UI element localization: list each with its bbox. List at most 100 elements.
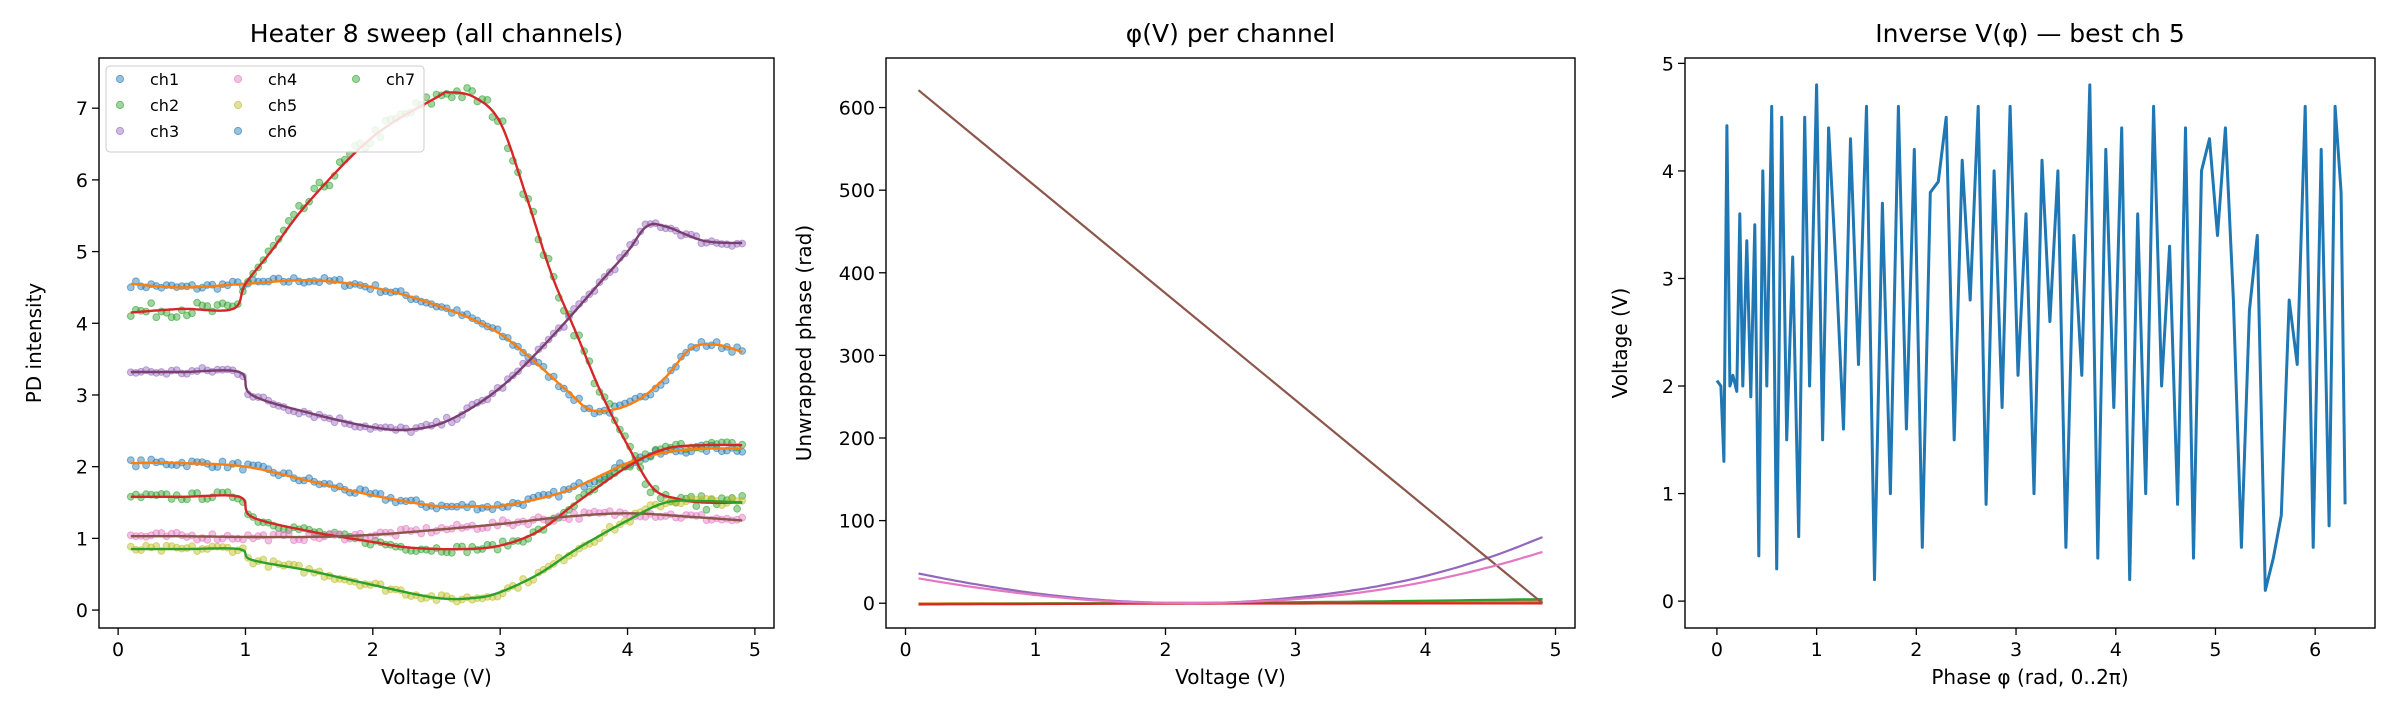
y-tick-label: 2 bbox=[1662, 376, 1674, 398]
legend-label: ch1 bbox=[150, 70, 179, 89]
y-tick-label: 2 bbox=[76, 457, 88, 479]
legend-marker bbox=[233, 126, 243, 136]
legend-label: ch6 bbox=[268, 122, 297, 141]
legend-label: ch5 bbox=[268, 96, 297, 115]
x-tick-label: 2 bbox=[367, 639, 379, 661]
y-tick-label: 400 bbox=[839, 263, 875, 285]
y-axis-label: Unwrapped phase (rad) bbox=[792, 225, 816, 461]
y-tick-label: 5 bbox=[76, 242, 88, 264]
scatter-point bbox=[458, 93, 466, 102]
fit-curve bbox=[130, 443, 743, 551]
fit-curve bbox=[130, 222, 743, 432]
fit-curve bbox=[130, 499, 743, 601]
x-tick-label: 3 bbox=[494, 639, 506, 661]
x-tick-label: 4 bbox=[621, 639, 633, 661]
legend-label: ch3 bbox=[150, 122, 179, 141]
y-tick-label: 600 bbox=[839, 98, 875, 120]
legend-marker bbox=[115, 100, 125, 110]
y-tick-label: 3 bbox=[1662, 268, 1674, 290]
y-tick-label: 0 bbox=[76, 600, 88, 622]
legend: ch1 ch2 ch3 ch4 ch5 ch6 ch7 bbox=[105, 65, 425, 153]
y-tick-label: 0 bbox=[1662, 591, 1674, 613]
x-tick-label: 5 bbox=[749, 639, 761, 661]
y-axis-label: PD intensity bbox=[22, 283, 46, 404]
y-tick-label: 4 bbox=[76, 313, 88, 335]
legend-marker bbox=[115, 126, 125, 136]
scatter-point bbox=[126, 312, 135, 321]
panel-heater-sweep: 0 1 2 3 4 5 0 1 2 3 4 5 6 7 Heater 8 sweep (all chann… bbox=[22, 19, 775, 689]
chart-title: Inverse V(φ) — best ch 5 bbox=[1875, 19, 2185, 48]
y-tick-label: 6 bbox=[76, 170, 88, 192]
x-tick-label: 4 bbox=[1419, 639, 1431, 661]
scatter-point bbox=[172, 313, 181, 321]
y-tick-label: 7 bbox=[76, 98, 88, 120]
x-tick-label: 3 bbox=[2010, 639, 2022, 661]
x-tick-label: 0 bbox=[1711, 639, 1723, 661]
axes-frame bbox=[98, 57, 775, 629]
scatter-point bbox=[483, 96, 492, 104]
scatter-point bbox=[325, 181, 334, 190]
legend-marker bbox=[351, 74, 361, 84]
x-axis-label: Voltage (V) bbox=[1175, 665, 1286, 689]
panel-phase-per-channel: 0 1 2 3 4 5 0 100 200 300 400 500 600 φ(V) per chann… bbox=[792, 19, 1576, 689]
y-axis-label: Voltage (V) bbox=[1608, 288, 1632, 399]
scatter-point bbox=[152, 313, 161, 322]
scatter-point bbox=[447, 93, 456, 102]
legend-box bbox=[105, 65, 425, 153]
scatter-point bbox=[447, 548, 456, 557]
scatter-point bbox=[468, 87, 477, 95]
x-tick-label: 6 bbox=[2309, 639, 2321, 661]
legend-marker bbox=[233, 100, 243, 110]
x-tick-label: 0 bbox=[112, 639, 124, 661]
legend-label: ch4 bbox=[268, 70, 297, 89]
scatter-point bbox=[147, 299, 156, 308]
axis-ticks: 0 1 2 3 4 5 6 0 1 2 3 4 5 bbox=[1662, 53, 2321, 661]
scatter-point bbox=[315, 178, 324, 187]
x-axis-label: Voltage (V) bbox=[381, 665, 492, 689]
scatter-point bbox=[203, 302, 212, 310]
y-tick-label: 1 bbox=[76, 528, 88, 550]
axes-frame bbox=[1684, 57, 2376, 629]
y-tick-label: 200 bbox=[839, 428, 875, 450]
y-tick-label: 5 bbox=[1662, 53, 1674, 75]
y-tick-label: 100 bbox=[839, 511, 875, 533]
fit-curve bbox=[130, 512, 743, 539]
y-tick-label: 1 bbox=[1662, 484, 1674, 506]
y-tick-label: 0 bbox=[863, 593, 875, 615]
x-tick-label: 3 bbox=[1289, 639, 1301, 661]
legend-label: ch7 bbox=[386, 70, 415, 89]
y-tick-label: 300 bbox=[839, 345, 875, 367]
x-tick-label: 4 bbox=[2110, 639, 2122, 661]
y-tick-label: 500 bbox=[839, 180, 875, 202]
legend-marker bbox=[115, 74, 125, 84]
scatter-point bbox=[310, 184, 319, 193]
phase-line bbox=[918, 550, 1543, 605]
chart-title: φ(V) per channel bbox=[1126, 19, 1335, 48]
chart-title: Heater 8 sweep (all channels) bbox=[250, 19, 623, 48]
fit-curve bbox=[130, 279, 743, 413]
y-tick-label: 4 bbox=[1662, 161, 1674, 183]
scatter-point bbox=[188, 309, 196, 318]
phase-line bbox=[918, 602, 1543, 606]
x-tick-label: 0 bbox=[899, 639, 911, 661]
y-tick-label: 3 bbox=[76, 385, 88, 407]
x-tick-label: 2 bbox=[1159, 639, 1171, 661]
x-tick-label: 1 bbox=[239, 639, 251, 661]
plot-area bbox=[917, 89, 1544, 606]
axis-ticks: 0 1 2 3 4 5 0 1 2 3 4 5 6 7 bbox=[76, 98, 761, 661]
axes-frame bbox=[885, 57, 1576, 629]
plot-area bbox=[1715, 83, 2347, 592]
fit-curve bbox=[130, 447, 743, 509]
legend-label: ch2 bbox=[150, 96, 179, 115]
x-tick-label: 1 bbox=[1811, 639, 1823, 661]
x-tick-label: 1 bbox=[1029, 639, 1041, 661]
plot-area bbox=[126, 84, 747, 606]
panel-inverse-voltage: 0 1 2 3 4 5 6 0 1 2 3 4 5 Inverse V(φ) — best ch 5 P… bbox=[1608, 19, 2376, 689]
legend-marker bbox=[233, 74, 243, 84]
phase-line bbox=[917, 89, 1544, 605]
axis-ticks: 0 1 2 3 4 5 0 100 200 300 400 500 600 bbox=[839, 98, 1562, 661]
x-tick-label: 5 bbox=[1549, 639, 1561, 661]
x-axis-label: Phase φ (rad, 0..2π) bbox=[1931, 665, 2128, 689]
x-tick-label: 2 bbox=[1910, 639, 1922, 661]
